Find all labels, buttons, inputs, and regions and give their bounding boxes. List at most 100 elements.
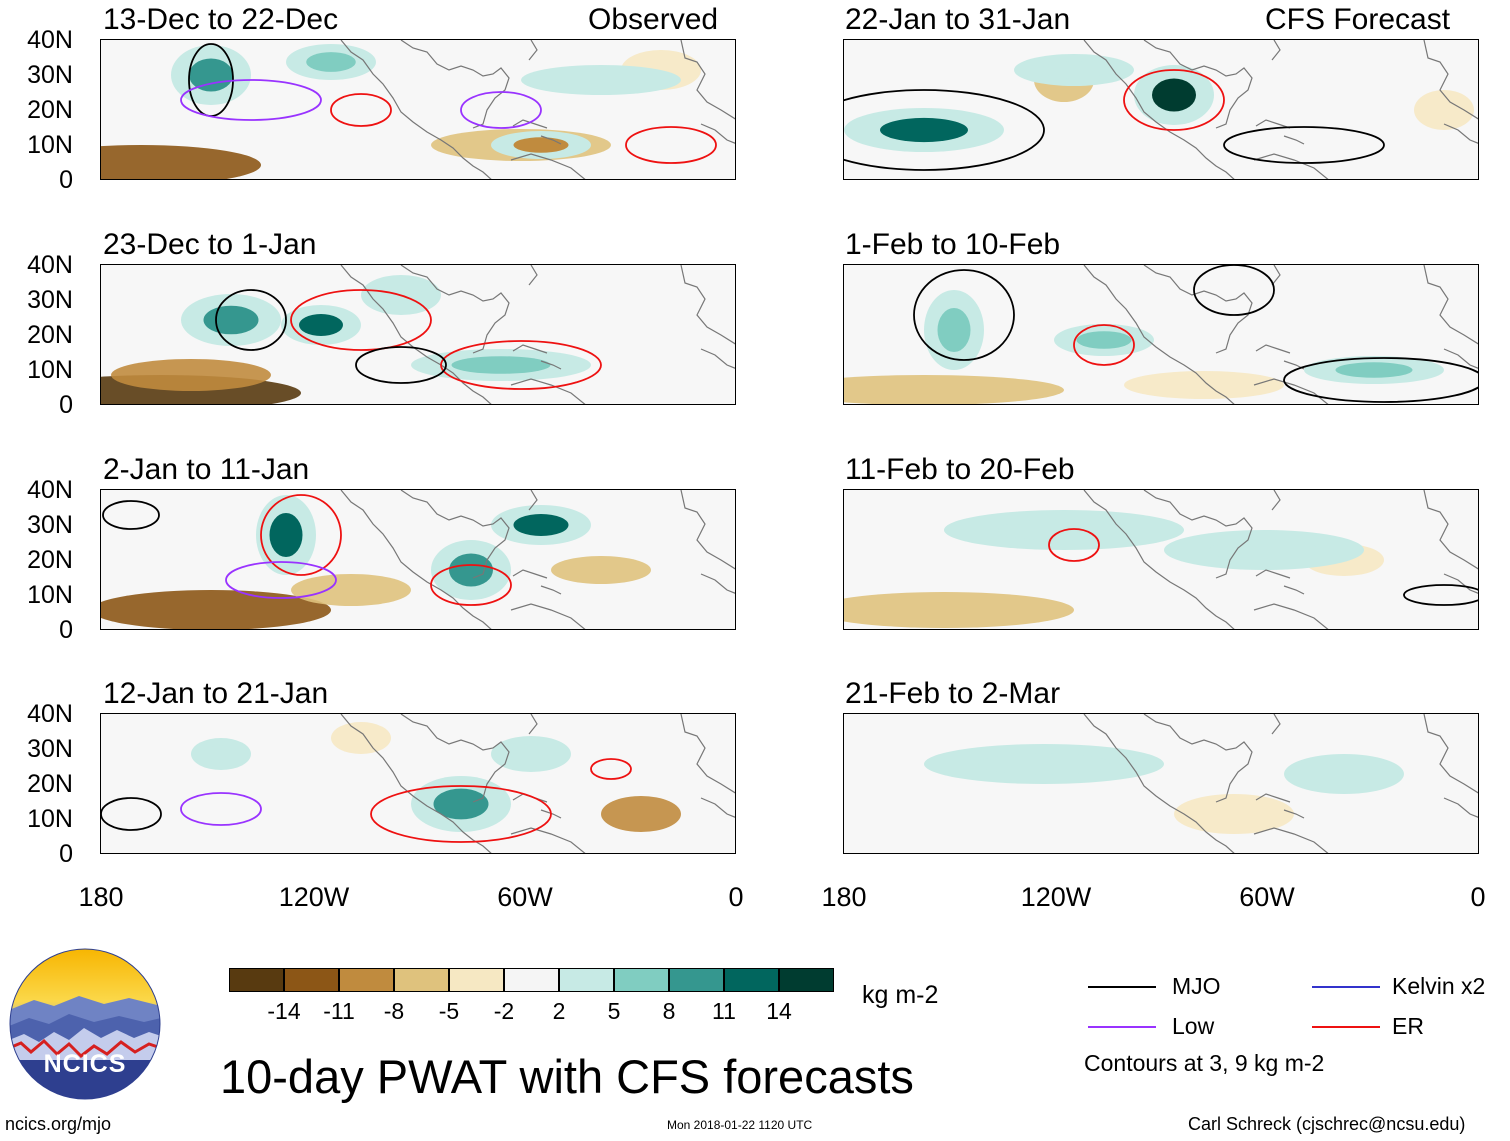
colorbar-swatch: [724, 968, 779, 992]
wave-contour: [180, 79, 322, 121]
colorbar-units: kg m-2: [862, 981, 939, 1009]
coastline: [1083, 714, 1478, 853]
wave-contour: [370, 785, 552, 843]
colorbar-swatch: [229, 968, 284, 992]
legend-swatch-er: [1312, 1026, 1380, 1028]
wave-contour: [1223, 126, 1385, 164]
map-panel: [843, 713, 1479, 854]
panel-title: 11-Feb to 20-Feb: [845, 453, 1075, 486]
moist-anomaly-region: [1076, 331, 1132, 349]
y-tick: 10N: [27, 356, 73, 384]
y-tick: 30N: [27, 286, 73, 314]
dry-anomaly-region: [601, 796, 681, 832]
colorbar-swatch: [449, 968, 504, 992]
wave-contour: [101, 797, 162, 831]
moist-anomaly-region: [937, 308, 971, 352]
map-panel: [100, 713, 736, 854]
moist-anomaly-region: [1209, 539, 1319, 561]
wave-contour: [215, 289, 287, 351]
wave-contour: [260, 494, 342, 576]
moist-anomaly-region: [449, 553, 493, 587]
pwat-map-graphic: [101, 40, 735, 179]
wave-contour: [102, 500, 160, 530]
logo-text: NCICS: [43, 1050, 127, 1078]
wave-contour: [330, 93, 392, 127]
colorbar-tick-label: -11: [323, 998, 355, 1024]
colorbar-swatch: [504, 968, 559, 992]
colorbar-swatch: [284, 968, 339, 992]
legend-swatch-kelvin: [1312, 986, 1380, 988]
legend-swatch-low: [1088, 1026, 1156, 1028]
moist-anomaly-region: [513, 514, 569, 536]
mountain-logo-icon: [9, 948, 161, 1100]
pwat-map-graphic: [844, 265, 1478, 404]
wave-contour: [460, 91, 542, 129]
pwat-map-graphic: [844, 40, 1478, 179]
x-tick: 120W: [278, 882, 350, 912]
y-tick: 40N: [27, 251, 73, 279]
wave-contour: [913, 269, 1015, 361]
pwat-map-graphic: [101, 490, 735, 629]
moist-anomaly-region: [1311, 763, 1377, 785]
moist-anomaly-region: [509, 744, 553, 764]
dry-anomaly-region: [331, 722, 391, 754]
coastline: [1083, 490, 1478, 629]
moist-anomaly-region: [978, 753, 1110, 775]
wave-contour: [590, 758, 632, 780]
map-panel: [843, 39, 1479, 180]
colorbar-tick-label: -5: [438, 998, 460, 1024]
wave-contour: [1403, 584, 1478, 606]
pwat-map-graphic: [101, 265, 735, 404]
moist-anomaly-region: [306, 52, 356, 72]
moist-anomaly-region: [433, 788, 489, 820]
dry-anomaly-region: [101, 590, 331, 629]
legend-swatch-mjo: [1088, 986, 1156, 988]
y-tick: 20N: [27, 321, 73, 349]
x-tick: 180: [821, 882, 867, 912]
y-tick: 20N: [27, 770, 73, 798]
moist-anomaly-region: [1152, 78, 1196, 112]
wave-contour: [1283, 357, 1478, 403]
y-tick: 40N: [27, 700, 73, 728]
colorbar-tick-label: -2: [493, 998, 515, 1024]
colorbar-tick-label: 2: [552, 998, 566, 1024]
coastline: [340, 714, 735, 853]
figure-title: 10-day PWAT with CFS forecasts: [220, 1050, 914, 1103]
wave-contour: [1193, 265, 1275, 316]
panel-title: 13-Dec to 22-Dec: [103, 3, 339, 36]
moist-anomaly-region: [1041, 61, 1107, 79]
coastline: [1083, 40, 1478, 179]
moist-anomaly-region: [557, 71, 645, 89]
y-tick: 40N: [27, 26, 73, 54]
author-credit: Carl Schreck (cjschrec@ncsu.edu): [1188, 1114, 1466, 1134]
ncics-logo: NCICS: [9, 948, 161, 1100]
panel-label: Observed: [588, 3, 719, 36]
dry-anomaly-region: [1124, 371, 1284, 399]
legend-label-kelvin: Kelvin x2: [1392, 973, 1486, 999]
wave-contour: [180, 792, 262, 826]
moist-anomaly-region: [269, 513, 303, 557]
colorbar-swatch: [559, 968, 614, 992]
colorbar-swatch: [779, 968, 834, 992]
map-panel: [100, 489, 736, 630]
dry-anomaly-region: [844, 375, 1064, 404]
wave-contour: [430, 564, 512, 606]
colorbar-swatch: [669, 968, 724, 992]
colorbar-tick-label: 14: [766, 998, 792, 1024]
panel-title: 12-Jan to 21-Jan: [103, 677, 329, 710]
x-tick: 120W: [1020, 882, 1092, 912]
dry-anomaly-region: [1174, 794, 1294, 834]
moist-anomaly-region: [299, 314, 343, 336]
map-panel: [100, 39, 736, 180]
panel-title: 22-Jan to 31-Jan: [845, 3, 1071, 36]
y-tick: 30N: [27, 511, 73, 539]
pwat-map-graphic: [101, 714, 735, 853]
colorbar-swatch: [339, 968, 394, 992]
map-panel: [843, 264, 1479, 405]
pwat-map-graphic: [844, 490, 1478, 629]
panel-title: 1-Feb to 10-Feb: [845, 228, 1061, 261]
legend-label-low: Low: [1172, 1013, 1215, 1039]
y-tick: 20N: [27, 546, 73, 574]
colorbar-tick-label: 11: [712, 998, 736, 1024]
wave-contour: [355, 346, 447, 384]
